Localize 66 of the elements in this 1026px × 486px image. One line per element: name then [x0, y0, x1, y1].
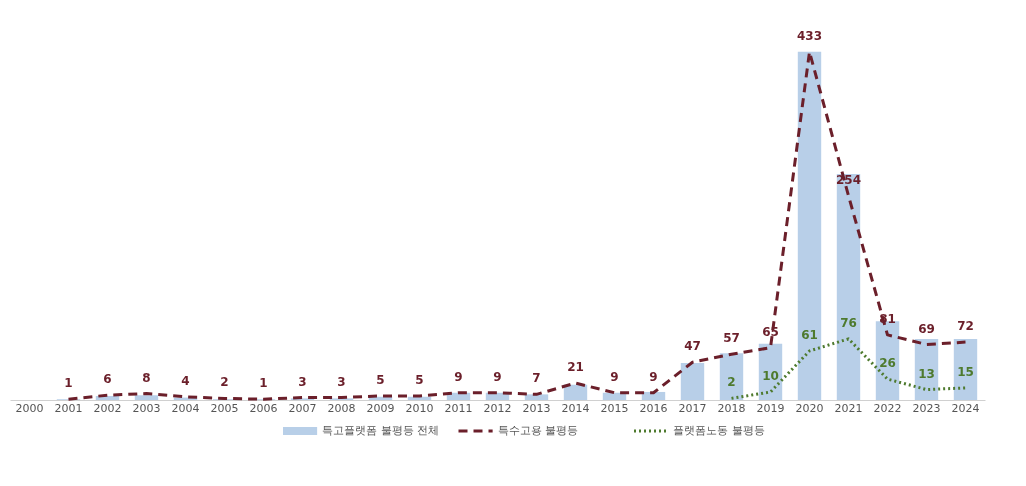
data-label: 2: [220, 375, 229, 390]
x-tick-label: 2004: [171, 401, 200, 415]
x-tick-label: 2001: [54, 401, 83, 415]
x-tick-label: 2003: [132, 401, 161, 415]
bar: [602, 392, 627, 400]
x-tick-label: 2024: [951, 401, 980, 415]
data-label: 9: [454, 369, 463, 384]
x-tick-label: 2021: [834, 401, 863, 415]
data-label: 1: [259, 376, 268, 391]
data-label: 26: [879, 356, 896, 371]
legend-label: 특고플랫폼 불평등 전체: [322, 424, 440, 437]
data-label: 13: [918, 366, 935, 381]
data-label: 76: [840, 315, 857, 330]
x-tick-label: 2017: [678, 401, 707, 415]
x-tick-label: 2022: [873, 401, 902, 415]
bar: [563, 384, 588, 400]
data-label: 8: [142, 370, 151, 385]
data-label: 5: [376, 372, 385, 387]
data-label: 3: [337, 374, 346, 389]
x-tick-label: 2020: [795, 401, 824, 415]
data-label: 6: [103, 372, 112, 387]
x-tick-label: 2006: [249, 401, 278, 415]
x-tick-label: 2014: [561, 401, 590, 415]
data-label: 9: [493, 369, 502, 384]
data-label: 10: [762, 368, 779, 383]
bar: [680, 363, 705, 400]
x-tick-label: 2015: [600, 401, 629, 415]
x-tick-label: 2019: [756, 401, 785, 415]
x-tick-label: 2007: [288, 401, 317, 415]
x-tick-label: 2005: [210, 401, 239, 415]
x-tick-label: 2000: [15, 401, 44, 415]
legend-label: 특수고용 불평등: [497, 424, 579, 437]
data-label: 15: [957, 364, 974, 379]
x-tick-label: 2023: [912, 401, 941, 415]
data-label: 7: [532, 371, 541, 386]
data-label: 72: [957, 319, 974, 334]
x-tick-label: 2016: [639, 401, 668, 415]
data-label: 9: [610, 369, 619, 384]
x-tick-label: 2012: [483, 401, 512, 415]
legend-label: 플랫폼노동 불평등: [673, 424, 765, 437]
data-label: 9: [649, 369, 658, 384]
data-label: 254: [835, 172, 862, 187]
bar: [719, 353, 744, 400]
data-label: 61: [801, 327, 818, 342]
x-tick-label: 2002: [93, 401, 122, 415]
bar: [836, 174, 861, 400]
data-label: 21: [567, 360, 584, 375]
data-label: 57: [723, 331, 740, 346]
bar: [407, 396, 432, 400]
bar: [134, 395, 159, 400]
bar: [797, 51, 822, 400]
data-label: 4: [181, 373, 190, 388]
data-label: 69: [918, 321, 935, 336]
x-tick-label: 2010: [405, 401, 434, 415]
data-label: 3: [298, 374, 307, 389]
bar: [641, 391, 666, 400]
data-label: 5: [415, 372, 424, 387]
data-label: 2: [727, 375, 736, 390]
data-label: 47: [684, 339, 701, 354]
data-label: 433: [796, 28, 823, 43]
data-label: 1: [64, 376, 73, 391]
x-tick-label: 2009: [366, 401, 395, 415]
x-tick-label: 2013: [522, 401, 551, 415]
x-tick-label: 2018: [717, 401, 746, 415]
x-tick-label: 2011: [444, 401, 473, 415]
x-tick-label: 2008: [327, 401, 356, 415]
